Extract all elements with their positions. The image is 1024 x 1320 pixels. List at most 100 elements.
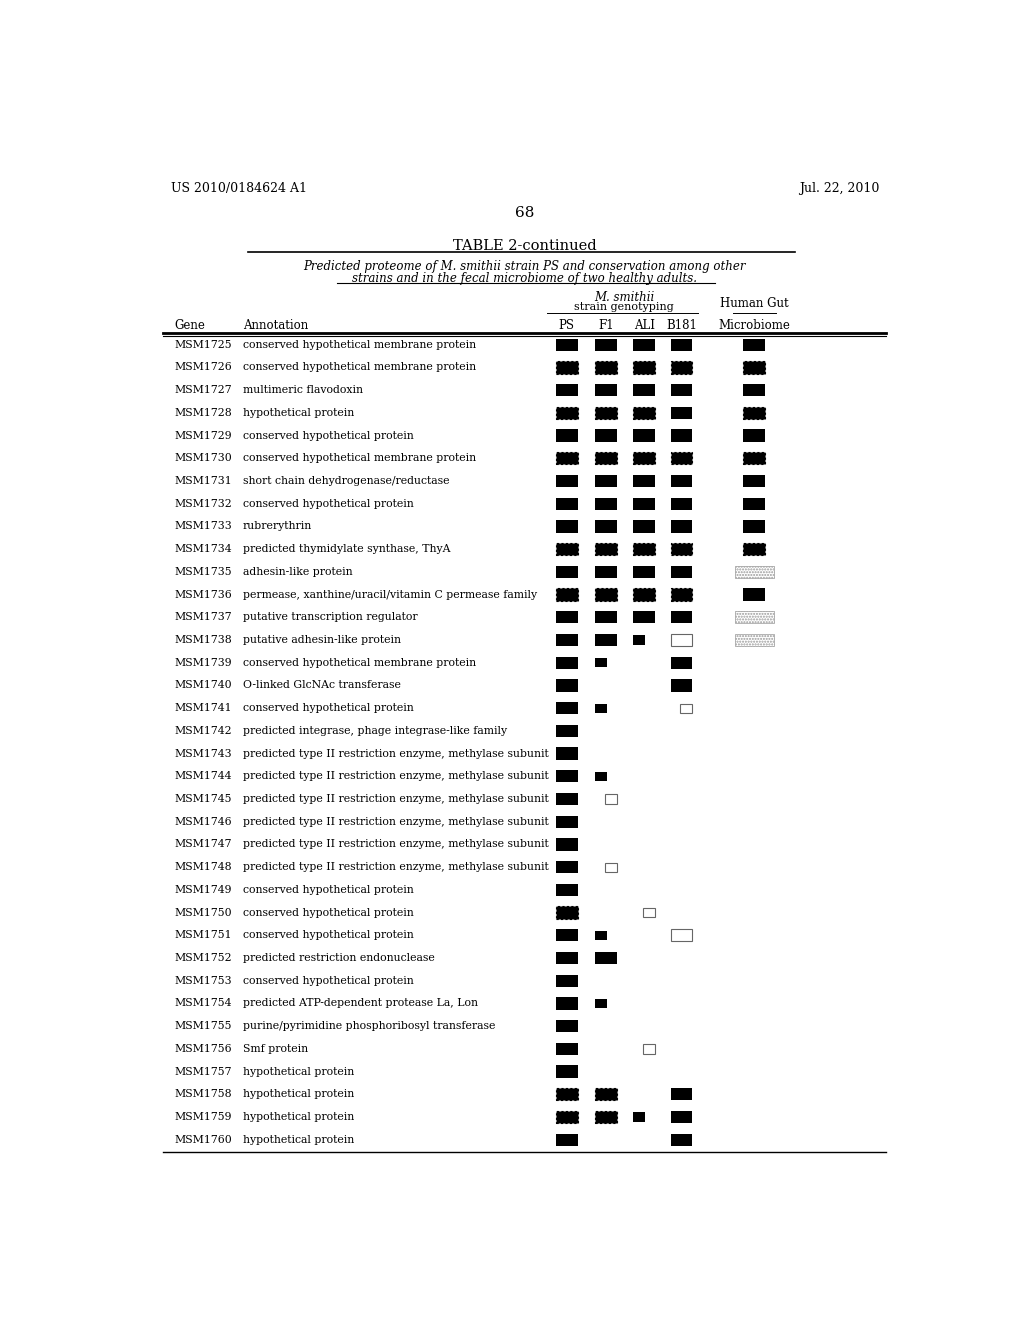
Text: MSM1752: MSM1752 [174, 953, 232, 964]
Text: MSM1755: MSM1755 [174, 1022, 232, 1031]
Text: US 2010/0184624 A1: US 2010/0184624 A1 [171, 182, 306, 194]
Bar [595, 659, 607, 668]
Text: purine/pyrimidine phosphoribosyl transferase: purine/pyrimidine phosphoribosyl transfe… [243, 1022, 495, 1031]
Bar [556, 998, 578, 1010]
Bar [556, 702, 578, 714]
Text: putative transcription regulator: putative transcription regulator [243, 612, 418, 622]
Text: predicted type II restriction enzyme, methylase subunit: predicted type II restriction enzyme, me… [243, 840, 549, 850]
Text: MSM1733: MSM1733 [174, 521, 232, 532]
Bar [556, 861, 578, 874]
Text: multimeric flavodoxin: multimeric flavodoxin [243, 385, 362, 395]
Bar [595, 339, 617, 351]
Bar [605, 795, 616, 804]
Text: MSM1742: MSM1742 [174, 726, 232, 735]
Text: MSM1756: MSM1756 [174, 1044, 232, 1053]
Text: adhesin-like protein: adhesin-like protein [243, 566, 352, 577]
Text: Jul. 22, 2010: Jul. 22, 2010 [800, 182, 880, 194]
Bar [595, 589, 617, 601]
Text: conserved hypothetical protein: conserved hypothetical protein [243, 975, 414, 986]
Text: MSM1729: MSM1729 [174, 430, 232, 441]
Bar [556, 974, 578, 987]
Bar [633, 1113, 645, 1122]
Bar [556, 634, 578, 647]
Bar [633, 384, 655, 396]
Bar [633, 339, 655, 351]
Text: MSM1725: MSM1725 [174, 339, 232, 350]
Text: MSM1754: MSM1754 [174, 998, 232, 1008]
Bar [556, 453, 578, 465]
Text: Microbiome: Microbiome [718, 318, 791, 331]
Text: TABLE 2-continued: TABLE 2-continued [453, 239, 597, 253]
Bar [633, 566, 655, 578]
Text: conserved hypothetical protein: conserved hypothetical protein [243, 931, 414, 940]
Text: conserved hypothetical protein: conserved hypothetical protein [243, 430, 414, 441]
Bar [556, 611, 578, 623]
Text: Predicted proteome of M. smithii strain PS and conservation among other: Predicted proteome of M. smithii strain … [303, 260, 746, 273]
Bar [633, 543, 655, 556]
Text: MSM1734: MSM1734 [174, 544, 232, 554]
Bar [671, 384, 692, 396]
Text: MSM1753: MSM1753 [174, 975, 232, 986]
Text: Smf protein: Smf protein [243, 1044, 308, 1053]
Text: MSM1739: MSM1739 [174, 657, 232, 668]
Text: strains and in the fecal microbiome of two healthy adults.: strains and in the fecal microbiome of t… [352, 272, 697, 285]
Bar [734, 611, 774, 623]
Text: MSM1741: MSM1741 [174, 704, 232, 713]
Bar [556, 1134, 578, 1146]
Bar [671, 929, 692, 941]
Text: MSM1727: MSM1727 [174, 385, 232, 395]
Bar [633, 429, 655, 442]
Bar [671, 1134, 692, 1146]
Bar [595, 384, 617, 396]
Bar [556, 589, 578, 601]
Bar [743, 429, 765, 442]
Text: MSM1758: MSM1758 [174, 1089, 232, 1100]
Text: MSM1732: MSM1732 [174, 499, 232, 508]
Text: M. smithii: M. smithii [594, 290, 654, 304]
Bar [743, 475, 765, 487]
Bar [595, 772, 607, 781]
Bar [556, 725, 578, 737]
Text: MSM1740: MSM1740 [174, 681, 232, 690]
Bar [743, 362, 765, 374]
Bar [595, 543, 617, 556]
Bar [671, 429, 692, 442]
Bar [633, 453, 655, 465]
Bar [595, 429, 617, 442]
Text: MSM1731: MSM1731 [174, 477, 232, 486]
Bar [595, 931, 607, 940]
Bar [556, 362, 578, 374]
Text: MSM1744: MSM1744 [174, 771, 232, 781]
Text: MSM1738: MSM1738 [174, 635, 232, 645]
Bar [633, 520, 655, 533]
Bar [671, 407, 692, 418]
Bar [556, 475, 578, 487]
Text: F1: F1 [598, 318, 614, 331]
Text: rubrerythrin: rubrerythrin [243, 521, 312, 532]
Bar [556, 793, 578, 805]
Bar [556, 747, 578, 760]
Bar [556, 1020, 578, 1032]
Bar [633, 498, 655, 510]
Text: Annotation: Annotation [243, 318, 308, 331]
Bar [734, 634, 774, 647]
Bar [743, 453, 765, 465]
Text: conserved hypothetical protein: conserved hypothetical protein [243, 884, 414, 895]
Text: MSM1750: MSM1750 [174, 908, 232, 917]
Bar [556, 498, 578, 510]
Text: conserved hypothetical membrane protein: conserved hypothetical membrane protein [243, 363, 476, 372]
Bar [671, 1088, 692, 1101]
Bar [595, 475, 617, 487]
Text: MSM1736: MSM1736 [174, 590, 232, 599]
Text: MSM1749: MSM1749 [174, 884, 232, 895]
Text: predicted type II restriction enzyme, methylase subunit: predicted type II restriction enzyme, me… [243, 862, 549, 873]
Bar [743, 498, 765, 510]
Bar [671, 656, 692, 669]
Bar [743, 339, 765, 351]
Bar [556, 770, 578, 783]
Bar [671, 1111, 692, 1123]
Bar [595, 498, 617, 510]
Text: predicted type II restriction enzyme, methylase subunit: predicted type II restriction enzyme, me… [243, 795, 549, 804]
Bar [595, 1111, 617, 1123]
Bar [595, 407, 617, 418]
